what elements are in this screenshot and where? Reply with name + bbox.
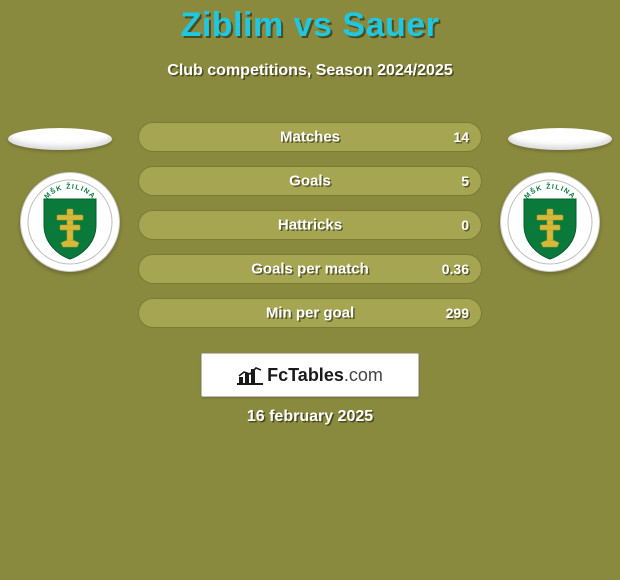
subtitle: Club competitions, Season 2024/2025 [0,62,620,80]
fctables-brand: FcTables.com [267,365,383,386]
page-title: Ziblim vs Sauer [0,6,620,45]
fctables-brand-name: FcTables [267,365,344,385]
stat-row-matches: Matches 14 [138,122,482,152]
stat-bars: Matches 14 Goals 5 Hattricks 0 Goals per… [138,122,482,342]
stat-row-goals-per-match: Goals per match 0.36 [138,254,482,284]
club-crest-right: MŠK ŽILINA [500,172,600,272]
stat-value-right: 5 [461,173,469,189]
bar-chart-icon [237,364,263,386]
stat-label: Matches [139,129,481,146]
stat-row-goals: Goals 5 [138,166,482,196]
stat-value-right: 0 [461,217,469,233]
player-b-portrait-placeholder [508,128,612,150]
comparison-card: Ziblim vs Sauer Club competitions, Seaso… [0,0,620,580]
stat-row-min-per-goal: Min per goal 299 [138,298,482,328]
fctables-logo-box: FcTables.com [201,353,419,397]
player-b-name: Sauer [342,6,439,44]
stat-value-right: 0.36 [442,261,469,277]
stat-label: Goals [139,173,481,190]
stat-label: Hattricks [139,217,481,234]
stat-value-right: 14 [453,129,469,145]
title-separator: vs [294,6,333,44]
player-a-portrait-placeholder [8,128,112,150]
zilina-crest-icon: MŠK ŽILINA [27,179,113,265]
stat-label: Min per goal [139,305,481,322]
date-line: 16 february 2025 [0,408,620,426]
zilina-crest-icon: MŠK ŽILINA [507,179,593,265]
stat-row-hattricks: Hattricks 0 [138,210,482,240]
stat-value-right: 299 [446,305,469,321]
player-a-name: Ziblim [181,6,284,44]
fctables-brand-suffix: .com [344,365,383,385]
club-crest-left: MŠK ŽILINA [20,172,120,272]
stat-label: Goals per match [139,261,481,278]
